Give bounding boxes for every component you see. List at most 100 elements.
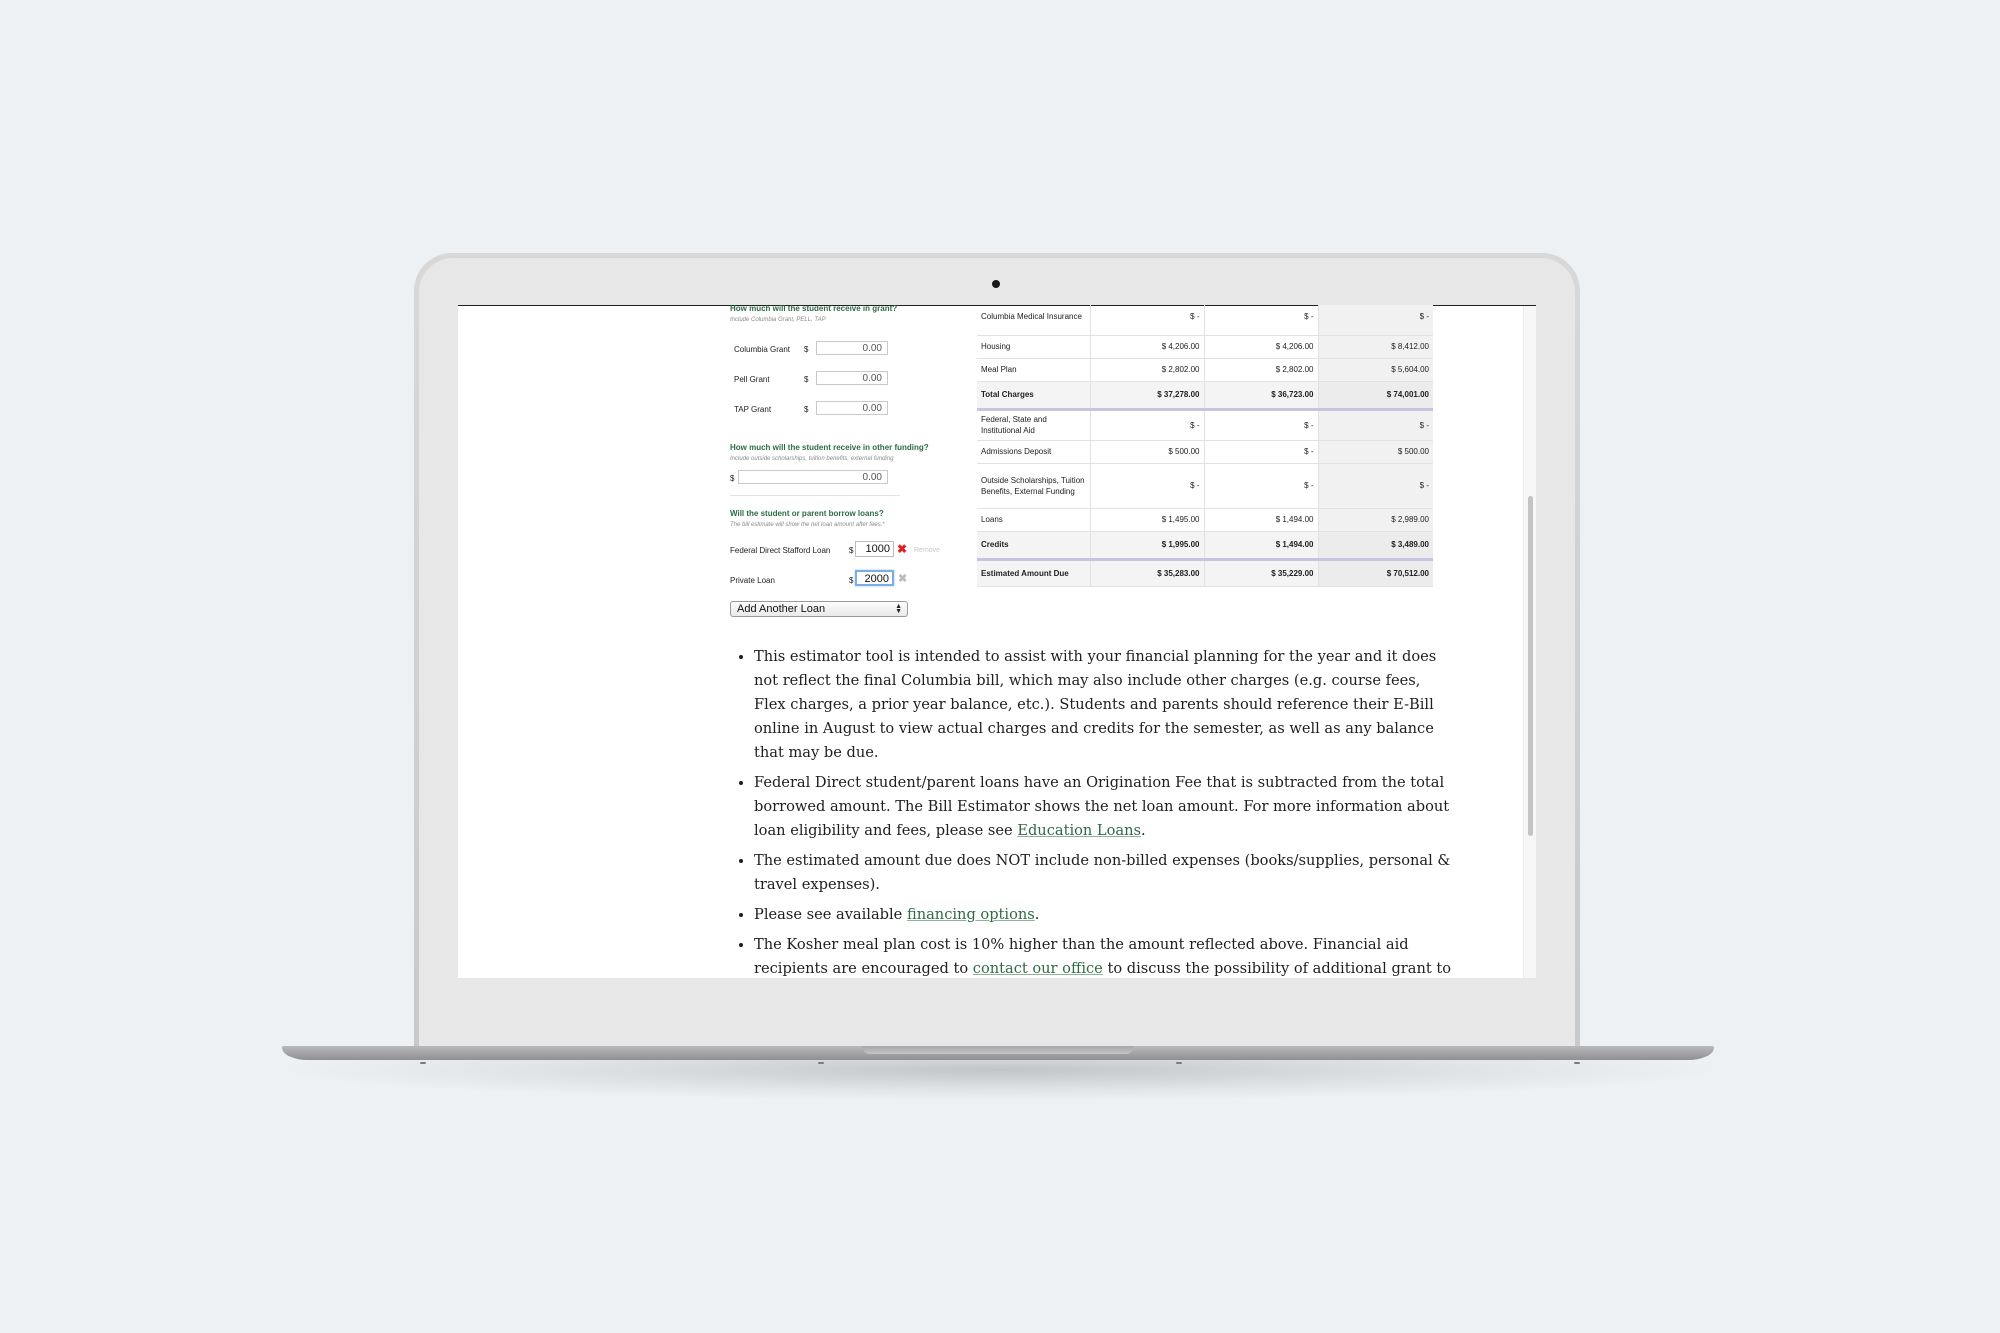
spring-value: $ - <box>1204 305 1319 336</box>
remove-loan-icon[interactable]: ✖ <box>898 573 908 585</box>
spring-value: $ 35,229.00 <box>1204 559 1319 587</box>
currency-symbol: $ <box>730 474 735 483</box>
total-value: $ - <box>1318 463 1433 509</box>
grant-question-title: How much will the student receive in gra… <box>730 305 898 313</box>
add-another-loan-label: Add Another Loan <box>737 603 826 615</box>
row-label: Federal, State and Institutional Aid <box>977 409 1091 441</box>
table-row-credits: Credits $ 1,995.00 $ 1,494.00 $ 3,489.00 <box>977 531 1433 561</box>
scrollbar[interactable] <box>1523 306 1536 978</box>
total-value: $ 8,412.00 <box>1318 335 1433 359</box>
row-label: Loans <box>977 508 1091 532</box>
row-label: Columbia Medical Insurance <box>977 305 1091 336</box>
table-row: Housing $ 4,206.00 $ 4,206.00 $ 8,412.00 <box>977 335 1433 359</box>
fall-value: $ 37,278.00 <box>1090 381 1205 411</box>
note-text: Please see available <box>754 906 907 923</box>
currency-symbol: $ <box>849 576 854 585</box>
tap-grant-label: TAP Grant <box>734 405 772 414</box>
scrollbar-thumb[interactable] <box>1528 496 1533 836</box>
currency-symbol: $ <box>804 345 809 354</box>
table-row-total-charges: Total Charges $ 37,278.00 $ 36,723.00 $ … <box>977 381 1433 411</box>
list-item: This estimator tool is intended to assis… <box>754 645 1454 765</box>
list-item: The estimated amount due does NOT includ… <box>754 849 1454 897</box>
table-row: Columbia Medical Insurance $ - $ - $ - <box>977 305 1433 336</box>
total-value: $ 3,489.00 <box>1318 531 1433 561</box>
note-text: This estimator tool is intended to assis… <box>754 648 1437 761</box>
note-text: . <box>1141 822 1146 839</box>
select-arrows-icon: ▲ ▼ <box>895 603 902 615</box>
laptop-base-dot <box>1574 1062 1580 1064</box>
fall-value: $ 4,206.00 <box>1090 335 1205 359</box>
note-text: Federal Direct student/parent loans have… <box>754 774 1450 839</box>
financing-options-link[interactable]: financing options <box>906 906 1035 923</box>
camera-icon <box>992 280 1000 288</box>
row-label: Housing <box>977 335 1091 359</box>
fall-value: $ - <box>1090 305 1205 336</box>
columbia-grant-input[interactable]: 0.00 <box>816 341 888 355</box>
list-item: Please see available financing options. <box>754 903 1454 927</box>
currency-symbol: $ <box>849 546 854 555</box>
bill-estimate-table: Columbia Medical Insurance $ - $ - $ - H… <box>977 305 1433 587</box>
laptop-base-dot <box>420 1062 426 1064</box>
laptop-base-dot <box>818 1062 824 1064</box>
currency-symbol: $ <box>804 375 809 384</box>
remove-loan-link[interactable]: Remove <box>914 547 941 554</box>
contact-our-office-link[interactable]: contact our office <box>972 960 1103 977</box>
row-label: Outside Scholarships, Tuition Benefits, … <box>977 463 1091 509</box>
note-text: to discuss the possibility of additional… <box>1107 960 1452 977</box>
table-row: Outside Scholarships, Tuition Benefits, … <box>977 463 1433 509</box>
divider <box>730 495 900 496</box>
estimator-notes-list: This estimator tool is intended to assis… <box>730 645 1454 978</box>
private-loan-label: Private Loan <box>730 576 775 585</box>
list-item: The Kosher meal plan cost is 10% higher … <box>754 933 1454 978</box>
total-value: $ - <box>1318 409 1433 441</box>
spring-value: $ 1,494.00 <box>1204 508 1319 532</box>
add-another-loan-select[interactable]: Add Another Loan ▲ ▼ <box>730 601 908 617</box>
row-label: Estimated Amount Due <box>977 559 1091 587</box>
table-row: Admissions Deposit $ 500.00 $ - $ 500.00 <box>977 440 1433 464</box>
other-funding-question-title: How much will the student receive in oth… <box>730 443 929 452</box>
spring-value: $ 2,802.00 <box>1204 358 1319 382</box>
table-row-estimated-amount-due: Estimated Amount Due $ 35,283.00 $ 35,22… <box>977 559 1433 587</box>
spring-value: $ 36,723.00 <box>1204 381 1319 411</box>
row-label: Credits <box>977 531 1091 561</box>
total-value: $ 2,989.00 <box>1318 508 1433 532</box>
fall-value: $ 35,283.00 <box>1090 559 1205 587</box>
note-text: The estimated amount due does NOT includ… <box>754 852 1451 893</box>
total-value: $ 70,512.00 <box>1318 559 1433 587</box>
note-text: The Kosher meal plan cost is 10% higher … <box>754 936 1409 977</box>
laptop-base-dot <box>1176 1062 1182 1064</box>
list-item: Federal Direct student/parent loans have… <box>754 771 1454 843</box>
grant-question-hint: Include Columbia Grant, PELL, TAP <box>730 317 826 323</box>
loans-question-title: Will the student or parent borrow loans? <box>730 509 884 518</box>
total-value: $ 500.00 <box>1318 440 1433 464</box>
currency-symbol: $ <box>804 405 809 414</box>
loans-question-hint: The bill estimate will show the net loan… <box>730 522 885 528</box>
spring-value: $ - <box>1204 409 1319 441</box>
fall-value: $ - <box>1090 463 1205 509</box>
other-funding-question-hint: Include outside scholarships, tuition be… <box>730 456 894 462</box>
pell-grant-label: Pell Grant <box>734 375 770 384</box>
other-funding-input[interactable]: 0.00 <box>738 470 888 484</box>
table-row: Meal Plan $ 2,802.00 $ 2,802.00 $ 5,604.… <box>977 358 1433 382</box>
fall-value: $ 1,995.00 <box>1090 531 1205 561</box>
tap-grant-input[interactable]: 0.00 <box>816 401 888 415</box>
spring-value: $ 1,494.00 <box>1204 531 1319 561</box>
education-loans-link[interactable]: Education Loans <box>1017 822 1142 839</box>
total-value: $ 74,001.00 <box>1318 381 1433 411</box>
columbia-grant-label: Columbia Grant <box>734 345 791 354</box>
screen: How much will the student receive in gra… <box>458 305 1536 978</box>
remove-loan-icon[interactable]: ✖ <box>897 542 908 556</box>
table-row: Federal, State and Institutional Aid $ -… <box>977 409 1433 441</box>
row-label: Total Charges <box>977 381 1091 411</box>
fall-value: $ 500.00 <box>1090 440 1205 464</box>
fall-value: $ 1,495.00 <box>1090 508 1205 532</box>
table-row: Loans $ 1,495.00 $ 1,494.00 $ 2,989.00 <box>977 508 1433 532</box>
spring-value: $ - <box>1204 440 1319 464</box>
private-loan-input[interactable]: 2000 <box>855 570 894 586</box>
stafford-loan-label: Federal Direct Stafford Loan <box>730 546 831 555</box>
spring-value: $ - <box>1204 463 1319 509</box>
spring-value: $ 4,206.00 <box>1204 335 1319 359</box>
stafford-loan-input[interactable]: 1000 <box>855 541 894 557</box>
fall-value: $ - <box>1090 409 1205 441</box>
pell-grant-input[interactable]: 0.00 <box>816 371 888 385</box>
